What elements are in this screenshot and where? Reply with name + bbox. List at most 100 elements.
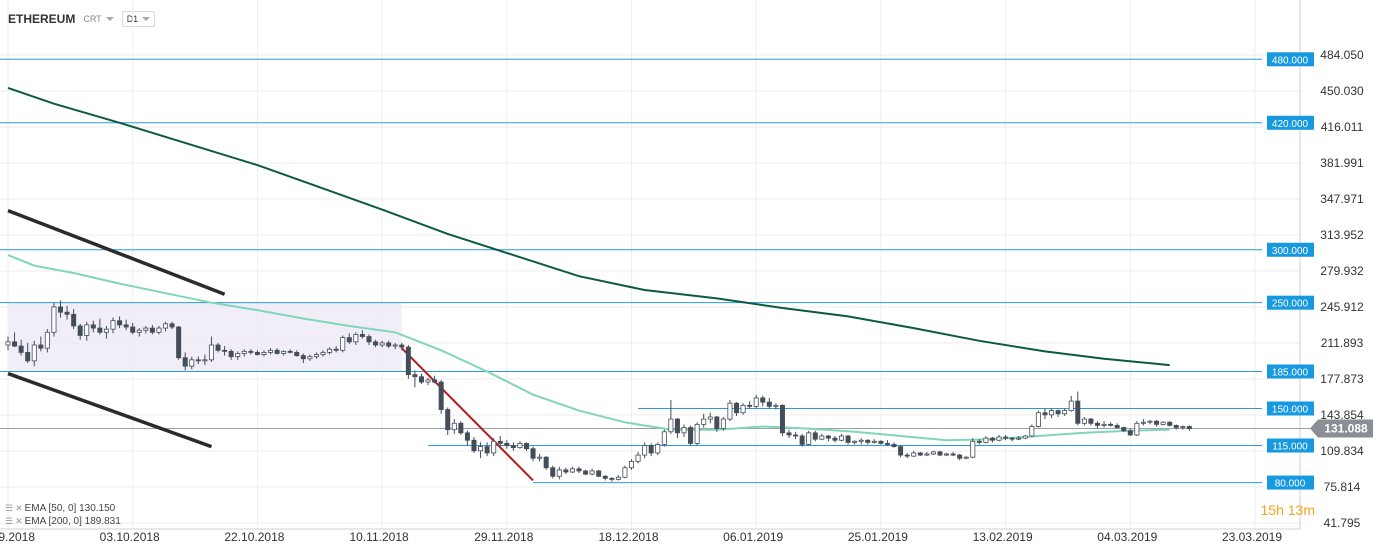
- candle-bear: [300, 355, 306, 360]
- price-level-label-bg: [1267, 52, 1314, 67]
- candle-bull: [727, 402, 733, 420]
- settings-icon[interactable]: ☰: [5, 516, 13, 526]
- candle-bear: [714, 416, 720, 430]
- candle-bull: [189, 359, 195, 367]
- candle-bear: [90, 324, 96, 329]
- indicator-legend-ema50[interactable]: ☰ ✕ EMA [50, 0] 130.150: [5, 503, 115, 514]
- close-icon[interactable]: ✕: [15, 503, 22, 513]
- candle-bull: [31, 344, 37, 362]
- candle-bull: [202, 359, 208, 362]
- price-axis-tick-label: 109.834: [1320, 444, 1364, 458]
- candle-bear: [1094, 422, 1100, 426]
- candle-bull: [235, 353, 241, 358]
- countdown-hours: 15: [1260, 502, 1277, 518]
- candle-bull: [1068, 400, 1074, 412]
- candle-bull: [5, 341, 11, 346]
- candle-bull: [819, 435, 825, 440]
- time-axis-tick-label: 06.01.2019: [723, 530, 783, 544]
- price-level-label-bg: [1267, 115, 1314, 130]
- candle-bear: [845, 435, 851, 443]
- candle-bear: [71, 313, 77, 327]
- candle-bull: [241, 350, 247, 354]
- candle-bull: [268, 349, 274, 353]
- symbol-name[interactable]: ETHEREUM: [8, 12, 76, 26]
- candle-bear: [878, 440, 884, 444]
- candle-bull: [208, 344, 214, 361]
- candle-bear: [648, 445, 654, 454]
- candle-bull: [1049, 410, 1055, 416]
- price-axis-tick-label: 347.971: [1320, 192, 1364, 206]
- candle-bear: [58, 306, 64, 313]
- candle-bull: [163, 323, 169, 329]
- time-axis-tick-label: 10.11.2018: [350, 530, 409, 544]
- candle-bear: [950, 453, 956, 456]
- candle-bear: [530, 448, 536, 459]
- candle-bear: [1121, 427, 1127, 432]
- candle-bear: [563, 469, 569, 473]
- price-level-label: 115.000: [1272, 442, 1308, 453]
- candle-bear: [18, 345, 24, 353]
- candle-bear: [215, 344, 221, 351]
- indicator-legend-ema200[interactable]: ☰ ✕ EMA [200, 0] 189.831: [5, 516, 121, 527]
- candle-bull: [983, 437, 989, 443]
- candle-bull: [871, 440, 877, 443]
- candle-bear: [884, 443, 890, 445]
- candle-bear: [747, 404, 753, 407]
- candle-bear: [510, 445, 516, 449]
- candle-bull: [327, 348, 333, 353]
- candle-countdown: 15h 13m: [1260, 502, 1315, 518]
- price-level-label: 185.000: [1272, 367, 1309, 378]
- candle-bear: [182, 357, 188, 367]
- candle-bull: [425, 379, 431, 383]
- time-axis-tick-label: 03.10.2018: [100, 530, 160, 544]
- candle-bull: [668, 418, 674, 433]
- price-axis-tick-label: 416.011: [1321, 120, 1364, 134]
- candle-bear: [917, 452, 923, 456]
- candle-bull: [110, 320, 116, 330]
- candle-bear: [793, 434, 799, 437]
- price-axis-tick-label: 450.030: [1320, 84, 1364, 98]
- trendline-red: [401, 347, 534, 482]
- price-level-label-bg: [1267, 438, 1314, 453]
- price-level-label-bg: [1267, 242, 1314, 257]
- time-axis-tick-label: 18.12.2018: [598, 530, 658, 544]
- candle-bear: [117, 320, 123, 326]
- candle-bull: [1180, 426, 1186, 428]
- candle-bull: [1022, 435, 1028, 439]
- candle-bear: [458, 422, 464, 434]
- candle-bull: [642, 445, 648, 456]
- candle-bull: [281, 350, 287, 354]
- candle-bear: [97, 327, 103, 333]
- source-dropdown[interactable]: CRT: [83, 14, 114, 24]
- candle-bull: [379, 342, 385, 346]
- candle-bear: [432, 379, 438, 383]
- candle-bear: [989, 437, 995, 441]
- candle-bull: [156, 327, 162, 333]
- candle-bear: [865, 439, 871, 443]
- price-axis-tick-label: 143.854: [1320, 408, 1364, 422]
- settings-icon[interactable]: ☰: [5, 503, 13, 513]
- candle-bear: [1173, 425, 1179, 428]
- close-icon[interactable]: ✕: [15, 516, 22, 526]
- price-axis-tick-label: 177.873: [1320, 372, 1364, 386]
- candle-bear: [373, 341, 379, 346]
- candle-bear: [583, 470, 589, 475]
- candle-bull: [1029, 426, 1035, 437]
- candle-bear: [287, 350, 293, 353]
- candle-bull: [44, 331, 50, 349]
- candle-bear: [418, 376, 424, 383]
- candle-bear: [543, 456, 549, 469]
- price-level-label: 80.000: [1275, 479, 1306, 490]
- candle-bull: [911, 452, 917, 457]
- candle-bull: [806, 432, 812, 445]
- candle-bull: [51, 306, 57, 333]
- candle-bear: [464, 432, 470, 441]
- candle-bull: [1035, 412, 1041, 427]
- candle-bear: [596, 470, 602, 477]
- candle-bull: [1016, 437, 1022, 440]
- candle-bull: [753, 397, 759, 407]
- candle-bull: [629, 461, 635, 469]
- trendline-black: [7, 371, 213, 449]
- price-axis-tick-label: 279.932: [1320, 264, 1364, 278]
